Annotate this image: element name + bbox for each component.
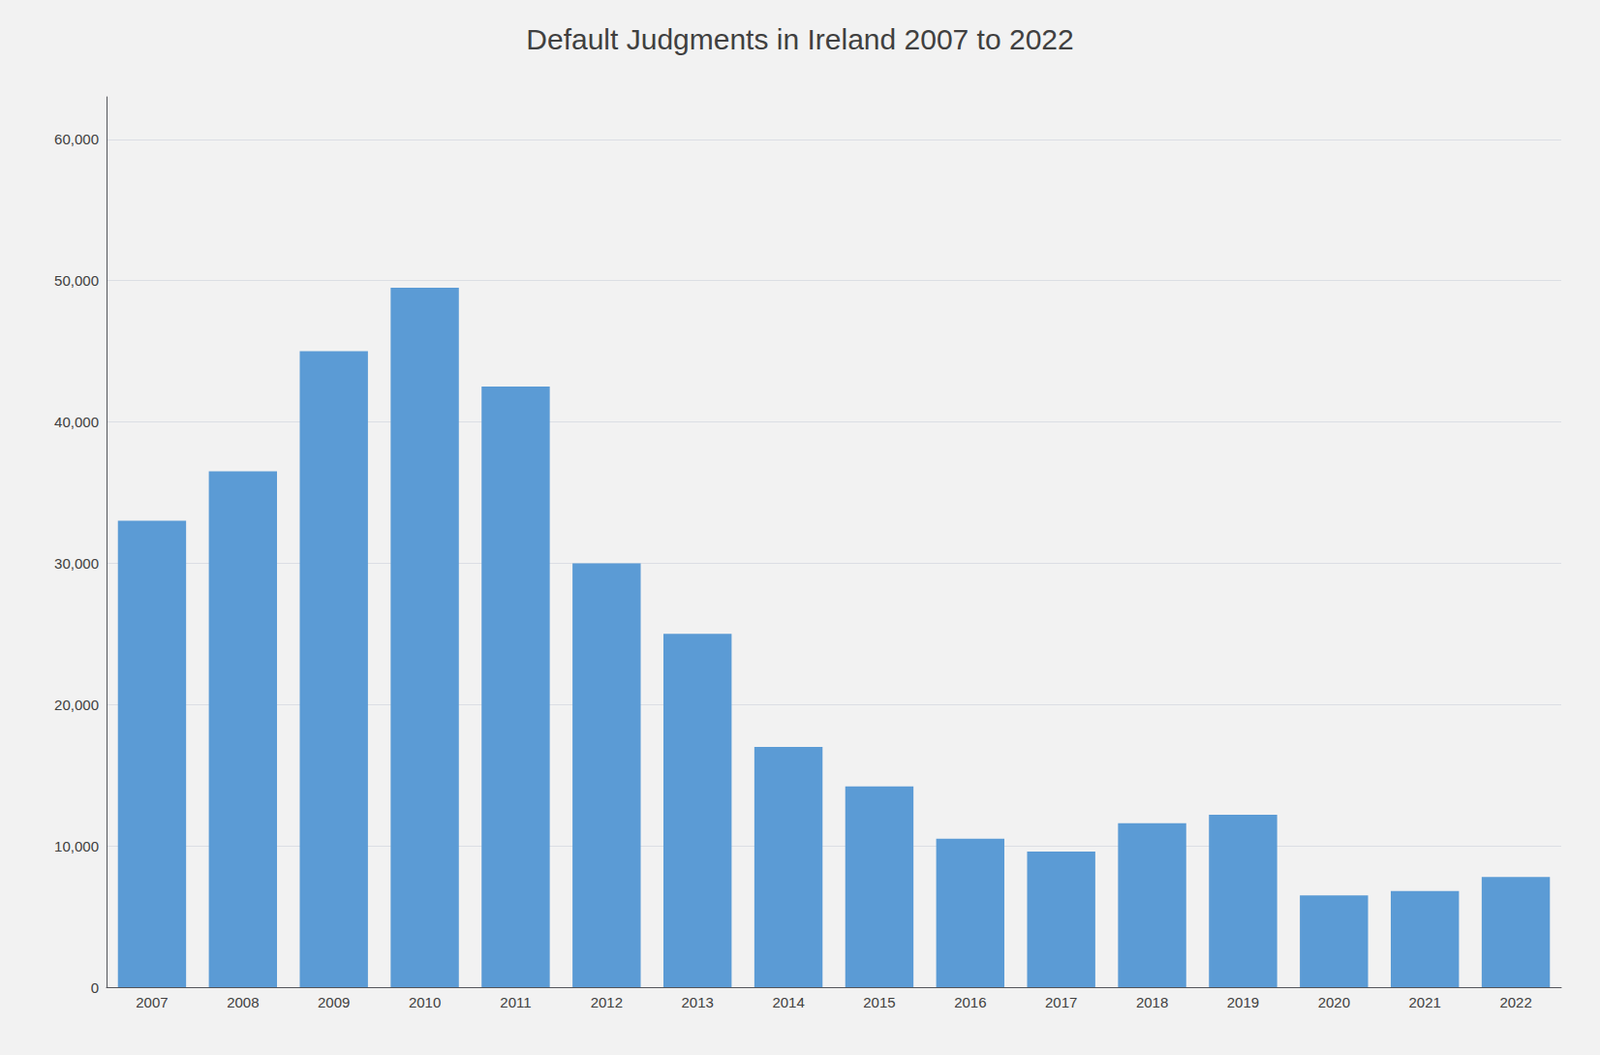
svg-text:2013: 2013 [681,993,714,1011]
svg-text:50,000: 50,000 [54,272,99,289]
svg-text:30,000: 30,000 [54,554,99,572]
svg-text:2022: 2022 [1499,993,1532,1011]
svg-text:2014: 2014 [771,993,804,1011]
svg-text:2015: 2015 [862,993,895,1011]
svg-text:2018: 2018 [1136,993,1169,1011]
svg-text:2009: 2009 [317,993,350,1011]
svg-text:2020: 2020 [1318,993,1351,1011]
svg-text:2021: 2021 [1409,993,1442,1011]
svg-text:2010: 2010 [408,993,441,1011]
svg-text:40,000: 40,000 [54,413,99,431]
svg-text:2008: 2008 [226,993,259,1011]
svg-text:10,000: 10,000 [54,837,99,855]
svg-text:2011: 2011 [499,993,531,1011]
svg-text:60,000: 60,000 [54,130,99,148]
svg-text:2012: 2012 [590,993,623,1011]
svg-text:2007: 2007 [135,993,168,1011]
svg-text:Default Judgments in Ireland 2: Default Judgments in Ireland 2007 to 202… [525,23,1074,56]
svg-text:0: 0 [91,979,99,996]
svg-text:20,000: 20,000 [54,696,99,713]
svg-text:2017: 2017 [1045,993,1077,1011]
svg-text:2016: 2016 [953,993,986,1011]
svg-text:2019: 2019 [1227,993,1260,1011]
